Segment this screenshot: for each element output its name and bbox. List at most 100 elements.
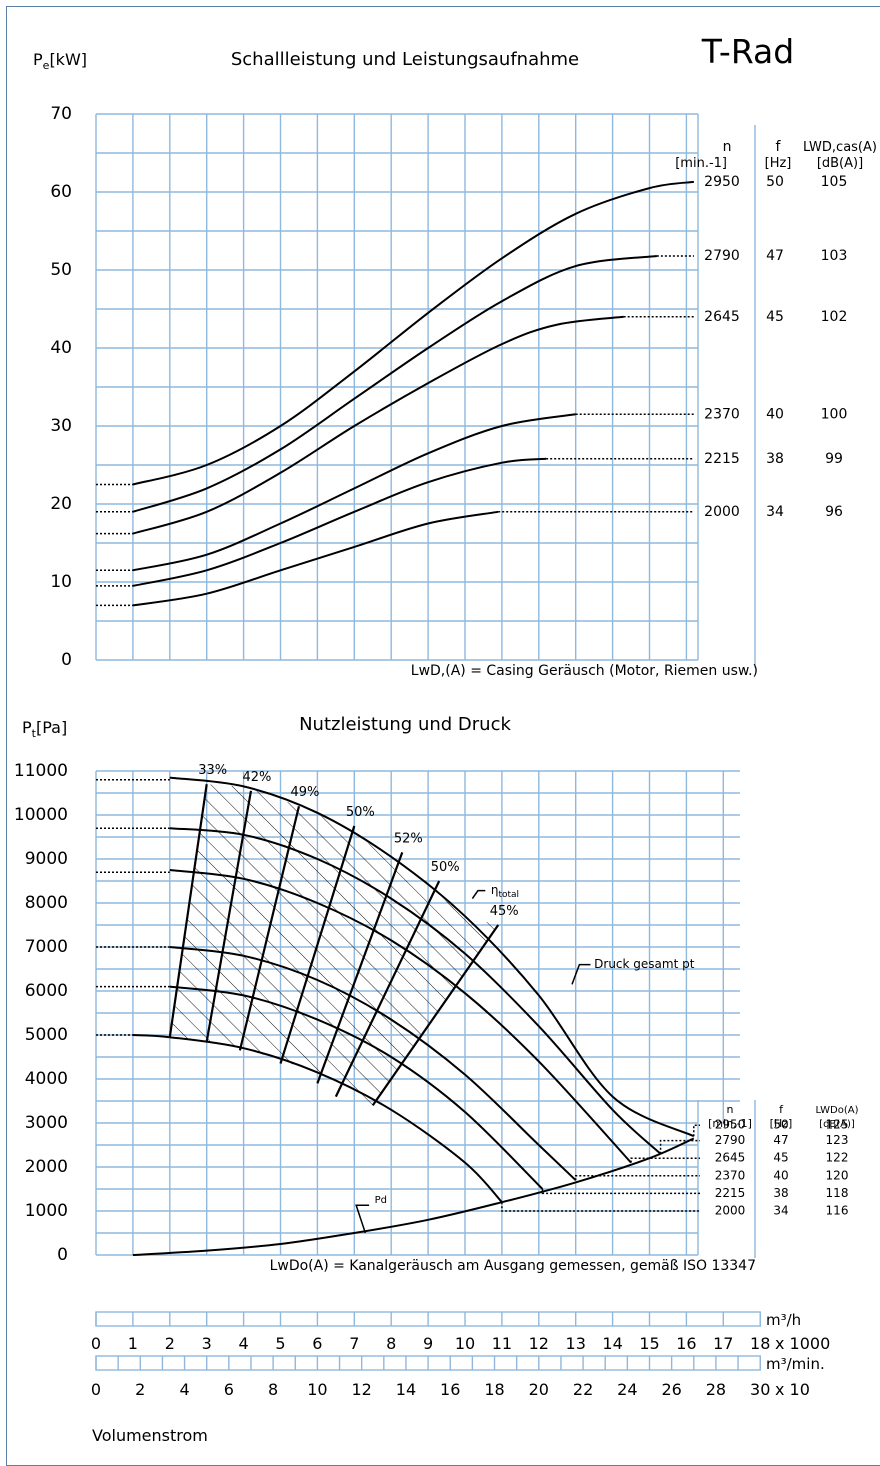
axis-mmin-label: 2 xyxy=(135,1380,145,1399)
table-lw-2215: 99 xyxy=(825,451,843,467)
axis-mh-label: 3 xyxy=(202,1334,212,1353)
table-header-lw: LWD,cas(A) xyxy=(803,140,877,155)
y-tick-label: 9000 xyxy=(25,849,68,869)
pt-leader xyxy=(571,963,591,985)
axis-mh-label: 0 xyxy=(91,1334,101,1353)
efficiency-label: 52% xyxy=(394,831,423,846)
axis-mmin-label: 30 xyxy=(750,1380,770,1399)
pt-label: Druck gesamt pt xyxy=(594,957,695,971)
table-lw-2645: 102 xyxy=(821,309,848,325)
axis-mh-label: 13 xyxy=(566,1334,586,1353)
axis-mmin-label: 10 xyxy=(307,1380,327,1399)
axis-mh-label: 12 xyxy=(529,1334,549,1353)
table-n-2370: 2370 xyxy=(715,1168,746,1182)
table-n-2645: 2645 xyxy=(715,1151,746,1165)
table-n-2645: 2645 xyxy=(704,309,740,325)
table-f-2215: 38 xyxy=(766,451,784,467)
table-f-2370: 40 xyxy=(766,406,784,422)
table-header-f-unit: [Hz] xyxy=(765,156,792,171)
axis-mmin-label: 4 xyxy=(179,1380,189,1399)
efficiency-label: 42% xyxy=(243,770,272,785)
table-lw-2370: 120 xyxy=(826,1168,849,1182)
efficiency-label: 50% xyxy=(431,860,460,875)
y-tick-label: 2000 xyxy=(25,1157,68,1177)
y-tick-label: 70 xyxy=(50,104,72,124)
table-header-n: n xyxy=(723,139,732,155)
series-end-extension xyxy=(693,1124,700,1137)
table-f-2950: 50 xyxy=(766,174,784,190)
table-n-2950: 2950 xyxy=(715,1118,746,1132)
table-header-n-unit: [min.-1] xyxy=(675,156,727,171)
series-curve-2950 xyxy=(169,776,695,1138)
table-header-f: f xyxy=(779,1103,784,1116)
axis-mh-label: 9 xyxy=(423,1334,433,1353)
table-f-2790: 47 xyxy=(766,248,784,264)
efficiency-line xyxy=(334,880,441,1098)
table-header-lw: LWDo(A) xyxy=(815,1105,858,1116)
efficiency-zone xyxy=(169,784,499,1106)
series-end-extension xyxy=(501,1202,700,1212)
y-tick-label: 0 xyxy=(57,1245,68,1265)
y-tick-label: 1000 xyxy=(25,1201,68,1221)
axis-mh-label: 15 xyxy=(639,1334,659,1353)
efficiency-label: 49% xyxy=(290,785,319,800)
series-end-extension xyxy=(659,1139,700,1154)
axis-mmin-unit: m³/min. xyxy=(766,1355,825,1373)
table-n-2215: 2215 xyxy=(704,451,740,467)
series-curve-2950 xyxy=(132,180,694,486)
series-end-extension xyxy=(630,1157,700,1163)
table-lw-2000: 96 xyxy=(825,504,843,520)
y-tick-label: 10000 xyxy=(14,805,68,825)
table-lw-2950: 105 xyxy=(821,174,848,190)
y-axis-label: Pt[Pa] xyxy=(22,718,67,740)
axis-mh-label: 5 xyxy=(275,1334,285,1353)
series-curve-2000 xyxy=(132,510,499,607)
axis-mh-label: 4 xyxy=(239,1334,249,1353)
table-f-2000: 34 xyxy=(766,504,784,520)
axis-mh-label: 7 xyxy=(349,1334,359,1353)
table-f-2950: 50 xyxy=(773,1118,788,1132)
axis-mh-label: 17 xyxy=(713,1334,733,1353)
axis-mmin-label: 6 xyxy=(224,1380,234,1399)
pd-label: Pd xyxy=(375,1195,387,1206)
table-f-2215: 38 xyxy=(773,1186,788,1200)
series-curve-2215 xyxy=(132,457,547,587)
series-curve-2790 xyxy=(169,827,662,1155)
axis-mmin-label: 28 xyxy=(706,1380,726,1399)
axis-mh-label: 2 xyxy=(165,1334,175,1353)
table-f-2645: 45 xyxy=(773,1151,788,1165)
axis-mh-multiplier: x 1000 xyxy=(775,1334,830,1353)
y-tick-label: 3000 xyxy=(25,1113,68,1133)
brand-title: T-Rad xyxy=(701,32,794,71)
duct-note: LwDo(A) = Kanalgeräusch am Ausgang gemes… xyxy=(270,1258,756,1274)
axis-mh-label: 6 xyxy=(312,1334,322,1353)
axis-mh-label: 10 xyxy=(455,1334,475,1353)
table-n-2000: 2000 xyxy=(704,504,740,520)
table-header-f-unit: [Hz] xyxy=(770,1117,793,1130)
table-header-n-unit: [min.-1] xyxy=(708,1117,752,1130)
axis-mh-label: 8 xyxy=(386,1334,396,1353)
y-tick-label: 60 xyxy=(50,182,72,202)
efficiency-label: 45% xyxy=(490,904,519,919)
table-f-2370: 40 xyxy=(773,1168,788,1182)
axis-mmin-label: 0 xyxy=(91,1380,101,1399)
chart-title: Schallleistung und Leistungsaufnahme xyxy=(231,49,579,70)
axis-mh-unit: m³/h xyxy=(766,1311,801,1329)
table-lw-2000: 116 xyxy=(826,1204,849,1218)
chart-title: Nutzleistung und Druck xyxy=(299,714,511,735)
efficiency-label: 33% xyxy=(198,763,227,778)
efficiency-line xyxy=(371,924,500,1107)
efficiency-line xyxy=(316,852,404,1084)
y-tick-label: 0 xyxy=(61,650,72,670)
eta-leader xyxy=(471,889,486,900)
axis-mmin-label: 16 xyxy=(440,1380,460,1399)
y-tick-label: 20 xyxy=(50,494,72,514)
axis-mh-label: 16 xyxy=(676,1334,696,1353)
pd-curve xyxy=(132,1137,695,1256)
axis-mh-label: 18 xyxy=(750,1334,770,1353)
series-curve-2790 xyxy=(132,255,658,513)
table-f-2000: 34 xyxy=(773,1204,788,1218)
table-lw-2645: 122 xyxy=(826,1151,849,1165)
table-lw-2215: 118 xyxy=(826,1186,849,1200)
